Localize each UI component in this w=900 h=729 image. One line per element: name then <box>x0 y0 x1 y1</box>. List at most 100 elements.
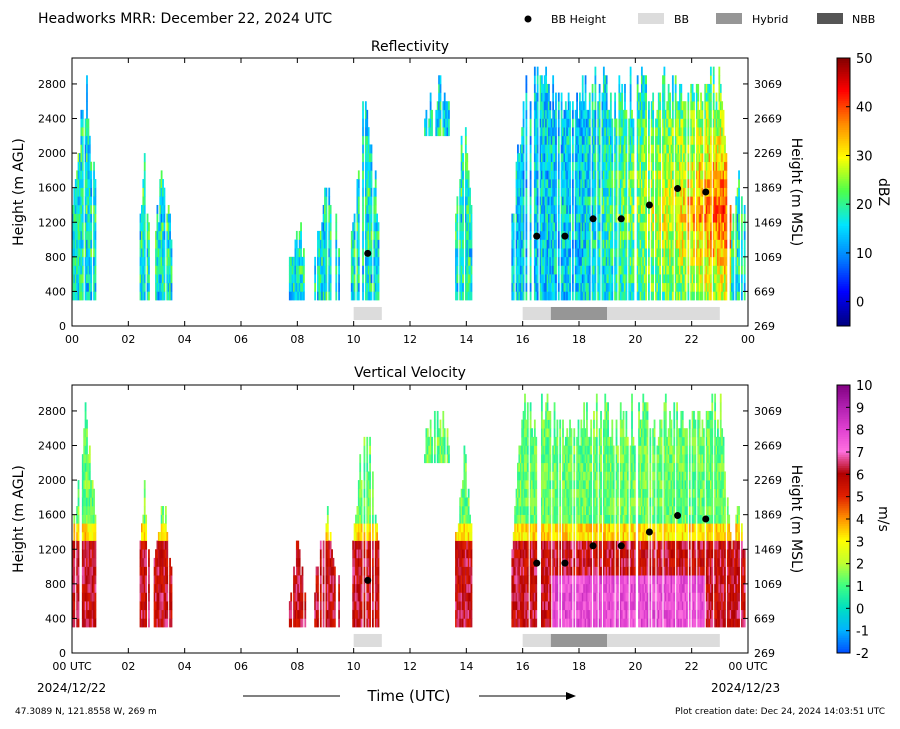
heatmap-cell <box>93 170 95 179</box>
heatmap-cell <box>440 75 442 84</box>
x-tick-label: 12 <box>403 333 417 346</box>
heatmap-cell <box>338 610 340 619</box>
heatmap-cell <box>633 265 635 274</box>
heatmap-cell <box>687 291 689 300</box>
heatmap-cell <box>334 584 336 593</box>
heatmap-cell <box>462 274 464 283</box>
heatmap-cell <box>594 188 596 197</box>
heatmap-cell <box>338 601 340 610</box>
heatmap-cell <box>693 179 695 188</box>
heatmap-cell <box>589 162 591 171</box>
heatmap-cell <box>90 179 92 188</box>
heatmap-cell <box>599 144 601 153</box>
heatmap-cell <box>555 265 557 274</box>
heatmap-cell <box>572 162 574 171</box>
heatmap-cell <box>687 188 689 197</box>
heatmap-cell <box>572 231 574 240</box>
heatmap-cell <box>165 515 167 524</box>
heatmap-cell <box>741 248 743 257</box>
heatmap-cell <box>362 196 364 205</box>
heatmap-cell <box>78 497 80 506</box>
legend-hybrid-swatch <box>716 13 742 24</box>
heatmap-cell <box>87 119 89 128</box>
heatmap-cell <box>700 93 702 102</box>
heatmap-cell <box>589 257 591 266</box>
heatmap-cell <box>73 601 75 610</box>
heatmap-cell <box>303 265 305 274</box>
legend-hybrid-label: Hybrid <box>752 13 788 26</box>
heatmap-cell <box>625 231 627 240</box>
heatmap-cell <box>685 144 687 153</box>
heatmap-cell <box>730 222 732 231</box>
heatmap-cell <box>465 127 467 136</box>
heatmap-cell <box>471 265 473 274</box>
heatmap-cell <box>648 110 650 119</box>
heatmap-cell <box>616 265 618 274</box>
heatmap-cell <box>744 240 746 249</box>
heatmap-cell <box>335 274 337 283</box>
heatmap-cell <box>525 93 527 102</box>
heatmap-cell <box>713 75 715 84</box>
heatmap-cell <box>317 610 319 619</box>
heatmap-cell <box>171 610 173 619</box>
heatmap-cell <box>659 196 661 205</box>
heatmap-cell <box>303 291 305 300</box>
heatmap-cell <box>462 170 464 179</box>
heatmap-cell <box>523 110 525 119</box>
heatmap-cell <box>693 119 695 128</box>
heatmap-cell <box>371 196 373 205</box>
heatmap-cell <box>323 601 325 610</box>
heatmap-cell <box>685 188 687 197</box>
heatmap-cell <box>162 506 164 515</box>
heatmap-cell <box>730 214 732 223</box>
heatmap-cell <box>725 248 727 257</box>
heatmap-cell <box>572 257 574 266</box>
heatmap-cell <box>78 567 80 576</box>
heatmap-cell <box>334 592 336 601</box>
heatmap-cell <box>733 257 735 266</box>
heatmap-cell <box>95 567 97 576</box>
heatmap-cell <box>164 196 166 205</box>
heatmap-cell <box>599 231 601 240</box>
bb-height-point <box>702 189 709 196</box>
heatmap-cell <box>599 119 601 128</box>
heatmap-cell <box>471 205 473 214</box>
heatmap-cell <box>90 214 92 223</box>
heatmap-cell <box>625 274 627 283</box>
heatmap-cell <box>338 584 340 593</box>
heatmap-cell <box>738 205 740 214</box>
heatmap-cell <box>164 257 166 266</box>
heatmap-cell <box>431 119 433 128</box>
heatmap-cell <box>371 240 373 249</box>
heatmap-cell <box>625 144 627 153</box>
heatmap-cell <box>693 222 695 231</box>
heatmap-cell <box>625 179 627 188</box>
heatmap-cell <box>523 127 525 136</box>
heatmap-cell <box>594 110 596 119</box>
heatmap-cell <box>672 291 674 300</box>
heatmap-cell <box>523 240 525 249</box>
heatmap-cell <box>358 196 360 205</box>
heatmap-cell <box>78 592 80 601</box>
heatmap-cell <box>523 101 525 110</box>
heatmap-cell <box>144 153 146 162</box>
heatmap-cell <box>371 257 373 266</box>
heatmap-cell <box>572 179 574 188</box>
heatmap-cell <box>672 84 674 93</box>
heatmap-cell <box>87 127 89 136</box>
heatmap-cell <box>594 93 596 102</box>
heatmap-cell <box>744 205 746 214</box>
heatmap-cell <box>456 214 458 223</box>
heatmap-cell <box>358 240 360 249</box>
heatmap-cell <box>569 283 571 292</box>
heatmap-cell <box>326 291 328 300</box>
heatmap-cell <box>555 257 557 266</box>
heatmap-cell <box>555 170 557 179</box>
heatmap-cell <box>95 549 97 558</box>
heatmap-cell <box>145 549 147 558</box>
heatmap-cell <box>545 67 547 76</box>
x-tick-label: 16 <box>516 333 530 346</box>
heatmap-cell <box>648 274 650 283</box>
heatmap-cell <box>468 170 470 179</box>
heatmap-cell <box>589 196 591 205</box>
